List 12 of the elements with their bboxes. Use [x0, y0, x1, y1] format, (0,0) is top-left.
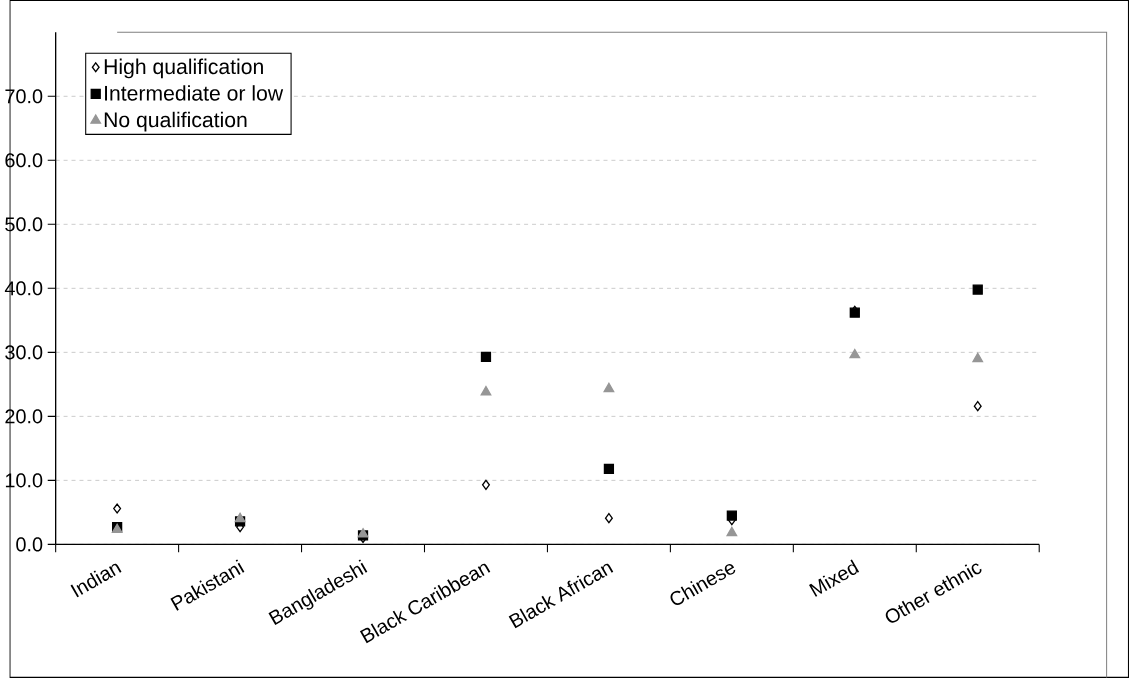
legend-label: High qualification	[104, 58, 263, 79]
y-tick-label: 30.0	[5, 345, 43, 360]
legend-label: No qualification	[104, 111, 247, 132]
y-tick-label: 50.0	[5, 217, 43, 232]
y-tick-label: 60.0	[5, 153, 43, 168]
x-tick-label: Other ethnic	[885, 563, 982, 623]
y-tick-label: 70.0	[5, 89, 43, 104]
y-tick-label: 10.0	[5, 473, 43, 488]
y-tick-label: 0.0	[16, 537, 43, 552]
legend-label: Intermediate or low	[105, 85, 284, 101]
y-tick-label: 40.0	[4, 281, 43, 296]
y-tick-label: 20.0	[5, 409, 43, 424]
